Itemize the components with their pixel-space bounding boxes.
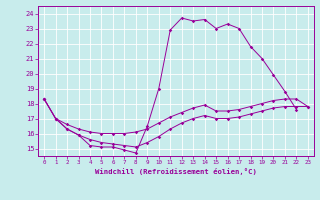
X-axis label: Windchill (Refroidissement éolien,°C): Windchill (Refroidissement éolien,°C): [95, 168, 257, 175]
